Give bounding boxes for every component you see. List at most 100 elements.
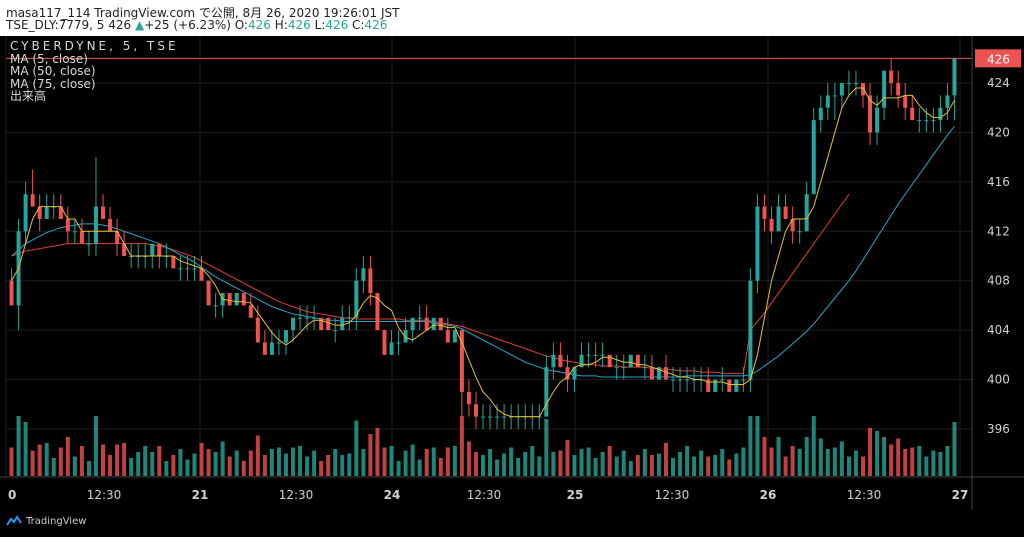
tradingview-brand: TradingView [26,515,87,527]
volume-bar [635,455,640,476]
publish-info: masa117_114 TradingView.com で公開, 8月 26, … [6,6,400,20]
volume-bar [938,452,943,476]
candle-body [396,342,401,344]
price-tick-label: 420 [987,125,1010,139]
volume-bar [361,449,366,476]
volume-bar [389,446,394,476]
volume-bar [9,447,14,476]
price-tick-label: 424 [987,76,1010,90]
candle-body [825,95,830,108]
candle-body [466,391,471,405]
volume-bar [692,456,697,476]
price-tick-label: 408 [987,274,1010,288]
volume-bar [790,446,795,476]
time-tick-label: 0 [8,488,16,502]
volume-bar [811,416,816,476]
candle-body [340,317,345,331]
candle-body [445,330,450,343]
price-change: +25 (+6.23%) [144,18,231,32]
candle-body [262,342,267,355]
volume-bar [122,443,127,476]
volume-bar [748,416,753,476]
volume-bar [108,455,113,476]
volume-bar [101,444,105,476]
candle-body [853,83,858,85]
candle-body [86,243,91,245]
candle-body [783,206,788,219]
tradingview-logo[interactable]: TradingView [6,515,86,527]
candle-body [551,354,556,368]
volume-bar [797,449,802,476]
volume-bar [431,447,436,476]
ohlc-low-label: L: [314,18,326,32]
time-tick-label: 24 [384,488,401,502]
candle-body [846,83,851,85]
volume-bar [86,461,91,476]
volume-bar [410,444,415,476]
candle-body [811,120,816,195]
candle-body [495,416,500,418]
volume-bar [671,458,675,476]
price-tick-label: 416 [987,175,1010,189]
candle-body [642,367,647,369]
volume-bar [699,450,704,476]
candle-body [924,120,929,122]
volume-bar [523,452,528,476]
volume-bar [227,456,232,476]
ohlc-open-label: O: [234,18,249,32]
time-tick-label: 12:30 [279,488,314,502]
volume-bar [846,456,851,476]
volume-bar [903,449,908,476]
candle-body [305,317,310,319]
volume-bar [368,434,373,476]
ohlc-low: 426 [325,18,349,32]
candle-body [93,206,98,244]
ma50-line [11,125,955,378]
volume-bar [952,422,957,476]
candle-body [945,95,950,108]
volume-bar [178,449,183,476]
volume-bar [495,459,500,476]
volume-bar [312,450,317,476]
volume-bar [79,446,84,476]
volume-bar [706,456,711,476]
candle-body [347,317,352,319]
price-tick-label: 400 [987,373,1010,387]
volume-bar [530,446,535,476]
volume-bar [298,446,303,476]
candle-body [101,206,105,219]
volume-bar [445,447,450,476]
candle-body [748,280,753,380]
symbol-price: TSE_DLY:7779, 5 426 [6,18,132,32]
candle-body [910,107,915,121]
price-chart[interactable]: 396 400 404 408 412 416 420 424 426 0 12:30 21 12:30… [0,36,1024,510]
volume-bar [614,456,619,476]
volume-bar [424,449,429,476]
candle-body [952,58,957,96]
candle-body [255,317,260,343]
candle-body [9,280,14,306]
price-tick-label: 396 [987,422,1010,436]
volume-bar [537,456,542,476]
volume-bar [417,459,422,476]
candle-body [58,206,63,219]
candle-body [122,243,127,256]
candle-body [79,231,84,244]
volume-bar [150,452,155,476]
volume-bar [220,441,225,476]
candle-body [741,379,746,381]
volume-bar [333,449,338,476]
ohlc-high: 426 [287,18,311,32]
volume-bar [839,441,844,476]
volume-bar [509,447,514,476]
candle-body [248,305,253,318]
volume-bar [319,461,324,476]
candle-body [333,330,338,332]
candle-body [628,354,633,368]
volume-bar [910,447,915,476]
volume-bar [375,428,380,476]
candle-body [481,416,485,418]
tradingview-logo-icon [6,515,22,526]
candle-body [671,379,675,381]
volume-bar [741,447,746,476]
